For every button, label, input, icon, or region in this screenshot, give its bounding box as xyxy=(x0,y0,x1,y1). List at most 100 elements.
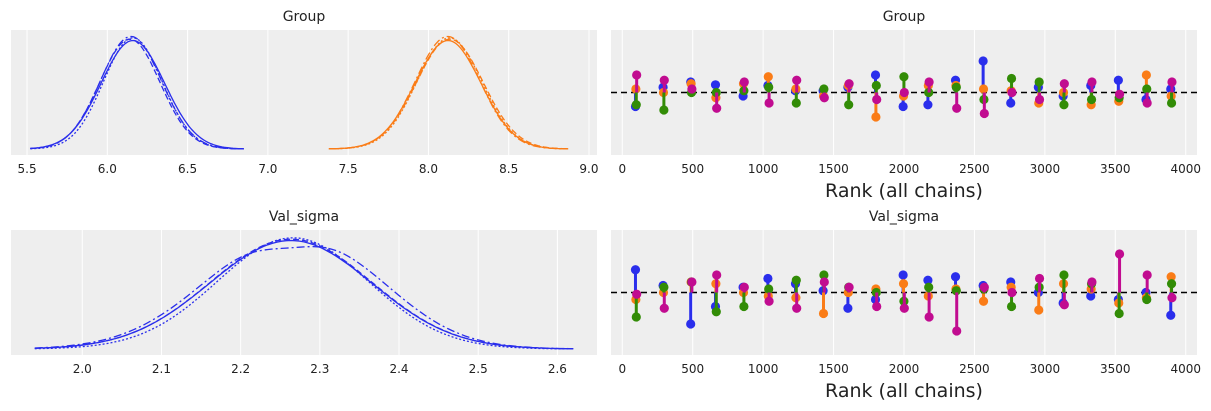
rank-point-3-chain4-4 xyxy=(739,282,749,292)
rank-point-3-chain3-14 xyxy=(1006,301,1017,312)
rank-point-3-chain3-19 xyxy=(1142,294,1152,305)
rank-point-3-chain1-12 xyxy=(950,272,961,282)
density-line-2-g1-chain4 xyxy=(34,245,574,350)
rank-point-3-chain4-7 xyxy=(819,277,829,287)
rank-xlabel-group: Rank (all chains) xyxy=(825,180,983,202)
rank-point-1-chain3-15 xyxy=(1034,77,1044,87)
rank-point-3-chain4-13 xyxy=(979,282,989,292)
x-tick-label-3-6: 3000 xyxy=(1030,362,1061,376)
rank-point-1-chain4-7 xyxy=(819,93,829,103)
rank-point-1-chain4-17 xyxy=(1087,77,1097,87)
rank-point-3-chain1-11 xyxy=(923,275,933,285)
x-tick-label-0-1: 6.0 xyxy=(98,162,117,176)
x-tick-label-0-4: 7.5 xyxy=(339,162,358,176)
rank-point-1-chain4-9 xyxy=(872,94,882,105)
x-tick-label-1-0: 0 xyxy=(618,162,626,176)
rank-point-3-chain3-16 xyxy=(1059,270,1069,280)
rank-point-1-chain3-16 xyxy=(1059,100,1069,110)
rank-point-1-chain4-14 xyxy=(1007,87,1017,98)
rank-point-3-chain4-16 xyxy=(1059,300,1069,310)
density-panel-sigma-bg xyxy=(11,230,597,355)
density-title-group: Group xyxy=(283,9,326,25)
x-tick-label-2-6: 2.6 xyxy=(548,362,567,376)
rank-point-3-chain1-0 xyxy=(630,265,641,275)
rank-point-3-chain3-20 xyxy=(1166,279,1177,289)
rank-point-3-chain2-13 xyxy=(978,296,989,306)
rank-point-1-chain3-10 xyxy=(899,72,909,82)
x-tick-label-1-4: 2000 xyxy=(889,162,920,176)
x-tick-label-1-2: 1000 xyxy=(748,162,779,176)
rank-point-1-chain3-6 xyxy=(791,98,801,108)
rank-point-1-chain3-5 xyxy=(764,82,774,92)
x-tick-label-0-3: 7.0 xyxy=(258,162,277,176)
x-tick-label-1-8: 4000 xyxy=(1170,162,1201,176)
rank-point-3-chain3-4 xyxy=(739,301,749,312)
density-line-0-g1-chain4 xyxy=(30,35,244,150)
x-tick-label-0-7: 9.0 xyxy=(579,162,598,176)
x-tick-label-1-5: 2500 xyxy=(959,162,990,176)
rank-point-1-chain4-8 xyxy=(844,79,854,89)
rank-point-1-chain4-11 xyxy=(924,77,934,87)
x-tick-label-3-4: 2000 xyxy=(889,362,920,376)
rank-point-1-chain4-1 xyxy=(659,75,669,85)
rank-point-1-chain1-3 xyxy=(710,80,721,90)
rank-point-1-chain4-2 xyxy=(687,84,697,94)
rank-point-1-chain3-7 xyxy=(819,84,829,94)
density-line-0-g2-chain4 xyxy=(328,35,569,150)
rank-point-3-chain4-3 xyxy=(712,270,722,280)
x-tick-label-1-3: 1500 xyxy=(818,162,849,176)
rank-point-3-chain4-20 xyxy=(1167,293,1177,303)
rank-point-1-chain4-15 xyxy=(1034,94,1045,105)
rank-point-3-chain4-1 xyxy=(659,303,669,313)
rank-point-3-chain4-10 xyxy=(899,303,909,313)
x-tick-label-0-5: 8.0 xyxy=(419,162,438,176)
rank-point-3-chain1-8 xyxy=(843,303,853,313)
rank-point-1-chain1-14 xyxy=(1006,98,1016,108)
rank-point-3-chain1-17 xyxy=(1086,291,1096,301)
rank-point-3-chain4-0 xyxy=(632,289,642,299)
rank-point-1-chain4-18 xyxy=(1114,89,1125,99)
rank-point-3-chain1-10 xyxy=(898,270,908,280)
x-tick-label-3-0: 0 xyxy=(618,362,626,376)
rank-title-group: Group xyxy=(883,9,926,25)
x-tick-label-3-7: 3500 xyxy=(1100,362,1131,376)
rank-point-1-chain4-10 xyxy=(899,87,909,98)
rank-point-1-chain1-9 xyxy=(870,70,881,80)
rank-point-1-chain1-10 xyxy=(898,101,908,112)
x-tick-label-2-4: 2.4 xyxy=(389,362,408,376)
x-tick-label-2-1: 2.1 xyxy=(152,362,171,376)
density-title-sigma: Val_sigma xyxy=(269,209,339,225)
x-tick-label-3-8: 4000 xyxy=(1170,362,1201,376)
rank-point-3-chain4-18 xyxy=(1114,249,1125,259)
rank-point-3-chain4-14 xyxy=(1007,287,1017,298)
x-tick-label-2-3: 2.3 xyxy=(310,362,329,376)
rank-point-1-chain3-20 xyxy=(1166,98,1177,108)
rank-point-1-chain3-9 xyxy=(871,80,881,91)
x-tick-label-2-2: 2.2 xyxy=(231,362,250,376)
density-panel-group-bg xyxy=(11,30,597,155)
rank-point-3-chain2-10 xyxy=(898,279,909,289)
rank-point-3-chain3-12 xyxy=(951,286,961,296)
x-tick-label-2-0: 2.0 xyxy=(73,362,92,376)
rank-point-3-chain4-15 xyxy=(1034,273,1045,284)
density-line-2-g1-chain3 xyxy=(34,237,574,350)
rank-point-3-chain1-5 xyxy=(763,273,773,284)
rank-point-3-chain4-19 xyxy=(1142,270,1152,280)
x-tick-label-3-2: 1000 xyxy=(748,362,779,376)
rank-point-1-chain2-13 xyxy=(978,84,989,94)
rank-point-3-chain1-20 xyxy=(1166,310,1176,320)
rank-point-1-chain4-4 xyxy=(739,77,749,87)
rank-point-1-chain3-17 xyxy=(1086,94,1097,105)
rank-xlabel-sigma: Rank (all chains) xyxy=(825,380,983,402)
rank-point-3-chain4-12 xyxy=(952,326,962,336)
x-tick-label-1-7: 3500 xyxy=(1100,162,1131,176)
rank-point-3-chain3-11 xyxy=(924,282,934,292)
density-line-2-g1-chain2 xyxy=(34,238,574,350)
rank-point-3-chain4-2 xyxy=(687,277,697,287)
rank-point-3-chain3-18 xyxy=(1114,308,1124,319)
density-line-0-g2-chain3 xyxy=(328,37,569,150)
rank-point-3-chain4-5 xyxy=(764,296,774,306)
rank-point-1-chain4-3 xyxy=(712,103,722,113)
x-tick-label-0-6: 8.5 xyxy=(499,162,518,176)
